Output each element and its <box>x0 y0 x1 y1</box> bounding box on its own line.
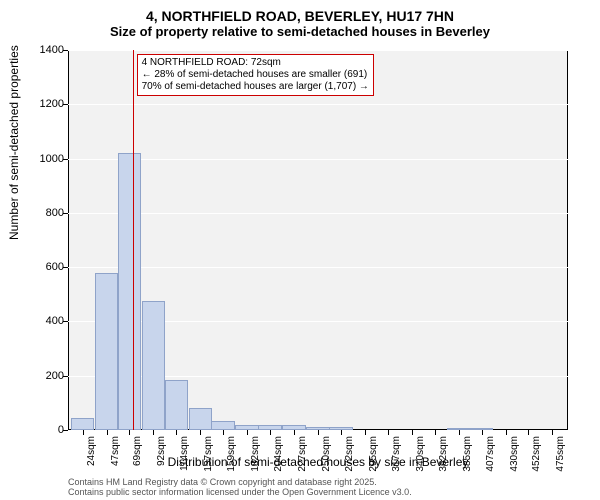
xtick-mark <box>365 430 366 435</box>
xtick-mark <box>506 430 507 435</box>
xtick-mark <box>270 430 271 435</box>
ytick-label: 800 <box>4 207 64 219</box>
footer-attribution: Contains HM Land Registry data © Crown c… <box>68 478 412 498</box>
property-size-chart: 4, NORTHFIELD ROAD, BEVERLEY, HU17 7HN S… <box>0 0 600 500</box>
histogram-bar <box>189 408 212 430</box>
plot-area: 24sqm47sqm69sqm92sqm114sqm137sqm159sqm18… <box>68 50 568 430</box>
histogram-bar <box>118 153 141 430</box>
histogram-bar <box>95 273 118 430</box>
xtick-mark <box>459 430 460 435</box>
xtick-mark <box>83 430 84 435</box>
xtick-mark <box>412 430 413 435</box>
histogram-bar <box>71 418 94 430</box>
xtick-mark <box>153 430 154 435</box>
gridline <box>68 213 568 214</box>
histogram-bar <box>211 421 234 431</box>
title-address: 4, NORTHFIELD ROAD, BEVERLEY, HU17 7HN <box>0 8 600 24</box>
gridline <box>68 267 568 268</box>
ytick-label: 1000 <box>4 153 64 165</box>
xtick-mark <box>482 430 483 435</box>
histogram-bar <box>142 301 165 430</box>
xtick-mark <box>200 430 201 435</box>
gridline <box>68 104 568 105</box>
ytick-label: 1400 <box>4 44 64 56</box>
gridline <box>68 159 568 160</box>
ytick-label: 400 <box>4 315 64 327</box>
x-axis-label: Distribution of semi-detached houses by … <box>68 455 568 469</box>
annotation-box: 4 NORTHFIELD ROAD: 72sqm← 28% of semi-de… <box>137 54 374 96</box>
ytick-label: 0 <box>4 424 64 436</box>
xtick-mark <box>107 430 108 435</box>
xtick-mark <box>129 430 130 435</box>
annotation-line3: 70% of semi-detached houses are larger (… <box>142 81 369 93</box>
ytick-label: 600 <box>4 261 64 273</box>
xtick-mark <box>552 430 553 435</box>
xtick-mark <box>318 430 319 435</box>
xtick-mark <box>176 430 177 435</box>
xtick-mark <box>223 430 224 435</box>
histogram-bar <box>165 380 188 430</box>
ytick-label: 200 <box>4 370 64 382</box>
xtick-mark <box>294 430 295 435</box>
xtick-mark <box>341 430 342 435</box>
gridline <box>68 50 568 51</box>
xtick-mark <box>388 430 389 435</box>
footer-line2: Contains public sector information licen… <box>68 488 412 498</box>
title-subtitle: Size of property relative to semi-detach… <box>0 24 600 39</box>
annotation-line1: 4 NORTHFIELD ROAD: 72sqm <box>142 57 369 69</box>
ytick-label: 1200 <box>4 98 64 110</box>
chart-title: 4, NORTHFIELD ROAD, BEVERLEY, HU17 7HN S… <box>0 0 600 39</box>
xtick-mark <box>247 430 248 435</box>
property-marker-line <box>133 50 134 430</box>
annotation-line2: ← 28% of semi-detached houses are smalle… <box>142 69 369 81</box>
xtick-mark <box>528 430 529 435</box>
xtick-mark <box>435 430 436 435</box>
